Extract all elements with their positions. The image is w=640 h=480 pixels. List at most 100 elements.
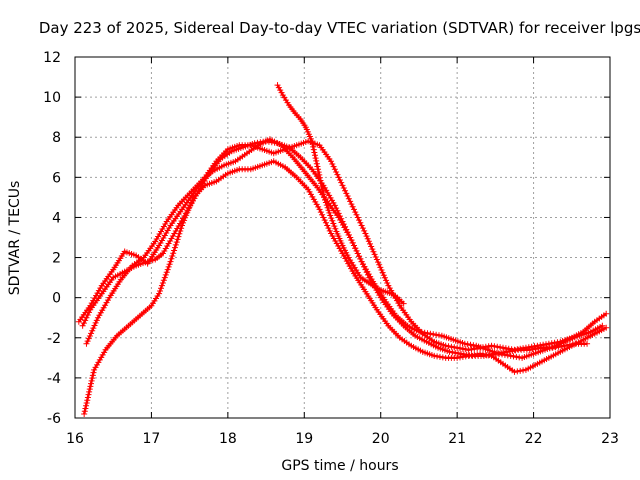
data-point bbox=[166, 261, 173, 268]
data-point bbox=[379, 269, 386, 276]
data-point bbox=[340, 185, 347, 192]
data-point bbox=[464, 341, 471, 348]
y-tick-label: -2 bbox=[47, 331, 61, 347]
series-layer bbox=[75, 82, 610, 417]
data-point bbox=[344, 229, 351, 236]
data-point bbox=[347, 234, 354, 241]
data-point bbox=[160, 277, 167, 284]
data-point bbox=[328, 197, 335, 204]
data-point bbox=[338, 219, 345, 226]
data-point bbox=[186, 204, 193, 211]
data-point bbox=[172, 241, 179, 248]
data-point bbox=[561, 342, 568, 349]
data-point bbox=[159, 225, 166, 232]
data-point bbox=[365, 271, 372, 278]
data-point bbox=[467, 341, 474, 348]
data-point bbox=[330, 220, 337, 227]
data-point bbox=[454, 354, 461, 361]
data-point bbox=[357, 255, 364, 262]
data-point bbox=[584, 340, 591, 347]
data-point bbox=[93, 361, 100, 368]
data-point bbox=[168, 235, 175, 242]
data-point bbox=[358, 258, 365, 265]
data-point bbox=[158, 237, 165, 244]
data-point bbox=[340, 253, 347, 260]
data-point bbox=[307, 191, 314, 198]
x-tick-label: 23 bbox=[601, 431, 619, 447]
data-point bbox=[531, 343, 538, 350]
data-point bbox=[373, 256, 380, 263]
data-point bbox=[448, 343, 455, 350]
data-point bbox=[534, 342, 541, 349]
data-point bbox=[177, 228, 184, 235]
data-point bbox=[321, 217, 328, 224]
data-point bbox=[468, 352, 475, 359]
data-point bbox=[357, 219, 364, 226]
data-point bbox=[97, 309, 104, 316]
data-point bbox=[457, 345, 464, 352]
data-point bbox=[364, 235, 371, 242]
data-point bbox=[86, 332, 93, 339]
data-point bbox=[491, 343, 498, 350]
data-point bbox=[462, 353, 469, 360]
data-point bbox=[369, 246, 376, 253]
data-point bbox=[342, 226, 349, 233]
data-point bbox=[474, 345, 481, 352]
data-point bbox=[507, 352, 514, 359]
data-point bbox=[161, 232, 168, 239]
data-point bbox=[485, 352, 492, 359]
data-point bbox=[511, 346, 518, 353]
data-point bbox=[184, 209, 191, 216]
data-point bbox=[445, 343, 452, 350]
data-point bbox=[348, 237, 355, 244]
data-point bbox=[358, 222, 365, 229]
y-tick-label: 8 bbox=[52, 130, 61, 146]
data-point bbox=[352, 245, 359, 252]
data-point bbox=[462, 346, 469, 353]
x-axis-label: GPS time / hours bbox=[281, 458, 398, 474]
plot-frame bbox=[74, 56, 611, 419]
data-point bbox=[94, 290, 101, 297]
data-point bbox=[465, 346, 472, 353]
x-tick-label: 18 bbox=[219, 431, 237, 447]
data-point bbox=[274, 82, 281, 89]
data-point bbox=[314, 163, 321, 170]
data-point bbox=[168, 255, 175, 262]
data-point bbox=[336, 177, 343, 184]
data-point bbox=[83, 314, 90, 321]
data-point bbox=[457, 350, 464, 357]
data-point bbox=[344, 193, 351, 200]
data-point bbox=[322, 196, 329, 203]
data-point bbox=[362, 230, 369, 237]
data-point bbox=[90, 325, 97, 332]
data-point bbox=[353, 211, 360, 218]
data-point bbox=[331, 223, 338, 230]
data-point bbox=[157, 240, 164, 247]
data-point bbox=[327, 212, 334, 219]
data-point bbox=[319, 185, 326, 192]
data-point bbox=[331, 202, 338, 209]
data-point bbox=[323, 202, 330, 209]
data-point bbox=[175, 233, 182, 240]
data-point bbox=[275, 84, 282, 91]
data-point bbox=[339, 250, 346, 257]
data-point bbox=[459, 345, 466, 352]
data-point bbox=[178, 225, 185, 232]
data-point bbox=[400, 300, 407, 307]
data-point bbox=[325, 207, 332, 214]
data-point bbox=[319, 211, 326, 218]
data-point bbox=[315, 203, 322, 210]
data-point bbox=[85, 391, 92, 398]
data-point bbox=[329, 217, 336, 224]
data-point bbox=[88, 377, 95, 384]
data-point bbox=[333, 168, 340, 175]
data-point bbox=[442, 342, 449, 349]
y-tick-label: 12 bbox=[43, 50, 61, 66]
data-point bbox=[528, 343, 535, 350]
grid bbox=[75, 57, 610, 418]
data-point bbox=[316, 174, 323, 181]
data-point bbox=[97, 285, 104, 292]
y-axis-label: SDTVAR / TECUs bbox=[7, 181, 23, 296]
data-point bbox=[348, 201, 355, 208]
data-point bbox=[164, 227, 171, 234]
